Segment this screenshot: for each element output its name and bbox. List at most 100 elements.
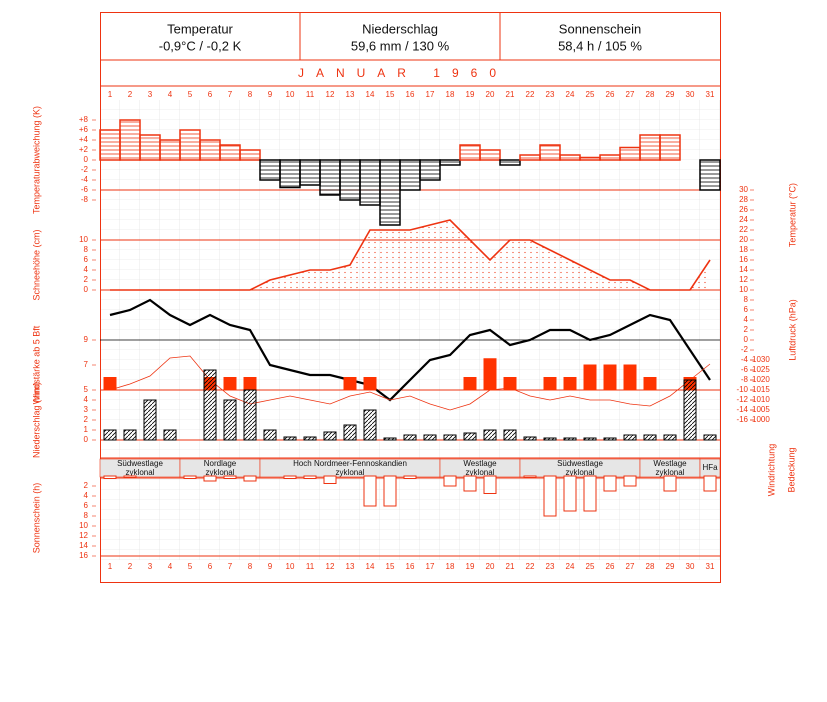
- bar: [543, 377, 557, 391]
- bar: [603, 364, 617, 391]
- day-label: 25: [586, 90, 595, 99]
- y-tick-label: 1025: [752, 365, 770, 374]
- day-label: 14: [366, 562, 375, 571]
- deviation-bar: [359, 159, 381, 206]
- bar: [243, 475, 257, 482]
- y-tick-label: 2: [84, 415, 89, 424]
- day-label: 26: [606, 562, 615, 571]
- deviation-bar: [379, 159, 401, 226]
- weather-type-sub: zyklonal: [126, 468, 155, 477]
- bar: [703, 434, 717, 441]
- deviation-bar: [659, 134, 681, 161]
- y-tick-label: 14: [739, 265, 748, 274]
- y-tick-label: 1005: [752, 405, 770, 414]
- y-tick-label: 9: [84, 335, 89, 344]
- deviation-bar: [459, 144, 481, 161]
- weather-type-sub: zyklonal: [656, 468, 685, 477]
- deviation-bar: [639, 134, 661, 161]
- axis-title: Luftdruck (hPa): [787, 299, 797, 361]
- axis-title: Temperaturabweichung (K): [31, 106, 41, 214]
- day-label: 24: [566, 562, 575, 571]
- bar: [483, 358, 497, 391]
- day-label: 18: [446, 90, 455, 99]
- y-tick-label: -2: [741, 345, 749, 354]
- bar: [103, 377, 117, 391]
- day-label: 11: [306, 90, 315, 99]
- deviation-bar: [199, 139, 221, 161]
- bar: [103, 475, 117, 479]
- bar: [363, 475, 377, 507]
- header-label: Niederschlag: [362, 21, 438, 36]
- bar: [343, 424, 357, 441]
- y-tick-label: 4: [84, 491, 89, 500]
- bar: [563, 377, 577, 391]
- weather-type-label: Südwestlage: [557, 459, 603, 468]
- y-tick-label: +6: [79, 125, 89, 134]
- day-label: 5: [188, 562, 193, 571]
- deviation-bar: [219, 144, 241, 161]
- bar: [203, 369, 217, 441]
- day-label: 21: [506, 90, 515, 99]
- day-label: 22: [526, 562, 535, 571]
- deviation-bar: [519, 154, 541, 161]
- y-tick-label: 20: [739, 235, 748, 244]
- day-label: 30: [686, 562, 695, 571]
- header-value: 58,4 h / 105 %: [558, 38, 642, 53]
- day-label: 15: [386, 90, 395, 99]
- day-label: 8: [248, 90, 253, 99]
- deviation-bar: [499, 159, 521, 166]
- bar: [303, 475, 317, 479]
- bar: [323, 475, 337, 484]
- day-label: 12: [326, 562, 335, 571]
- day-label: 9: [268, 562, 273, 571]
- bar: [323, 431, 337, 441]
- bar: [583, 437, 597, 441]
- deviation-bar: [339, 159, 361, 201]
- y-tick-label: 1: [84, 425, 89, 434]
- y-tick-label: 16: [79, 551, 88, 560]
- bar: [483, 475, 497, 494]
- y-tick-label: 5: [84, 385, 89, 394]
- bar: [443, 434, 457, 441]
- bar: [363, 409, 377, 441]
- bar: [243, 377, 257, 391]
- day-label: 7: [228, 562, 233, 571]
- bar: [623, 475, 637, 487]
- y-tick-label: -6: [741, 365, 749, 374]
- deviation-bar: [159, 139, 181, 161]
- day-label: 4: [168, 562, 173, 571]
- bar: [603, 437, 617, 441]
- y-tick-label: 1000: [752, 415, 770, 424]
- y-tick-label: 6: [744, 305, 749, 314]
- deviation-bar: [279, 159, 301, 189]
- y-tick-label: 2: [84, 481, 89, 490]
- y-tick-label: 3: [84, 405, 89, 414]
- weather-type-label: Nordlage: [204, 459, 237, 468]
- y-tick-label: 12: [739, 275, 748, 284]
- day-label: 21: [506, 562, 515, 571]
- y-tick-label: +2: [79, 145, 89, 154]
- bar: [403, 434, 417, 441]
- header-label: Temperatur: [167, 21, 233, 36]
- bar: [663, 434, 677, 441]
- bar: [423, 434, 437, 441]
- y-tick-label: 8: [84, 511, 89, 520]
- bar: [103, 429, 117, 441]
- day-label: 1: [108, 90, 113, 99]
- month-title: JANUAR 1960: [298, 66, 508, 80]
- day-label: 3: [148, 90, 153, 99]
- y-tick-label: 10: [79, 235, 88, 244]
- bar: [623, 434, 637, 441]
- y-tick-label: 4: [84, 265, 89, 274]
- axis-title: Schneehöhe (cm): [31, 229, 41, 300]
- axis-title: Windstärke ab 5 Bft: [31, 325, 41, 404]
- bar: [203, 475, 217, 482]
- day-label: 13: [346, 562, 355, 571]
- deviation-bar: [179, 129, 201, 161]
- y-tick-label: -4: [741, 355, 749, 364]
- bar: [143, 399, 157, 441]
- y-tick-label: 0: [84, 285, 89, 294]
- day-label: 28: [646, 90, 655, 99]
- y-tick-label: 26: [739, 205, 748, 214]
